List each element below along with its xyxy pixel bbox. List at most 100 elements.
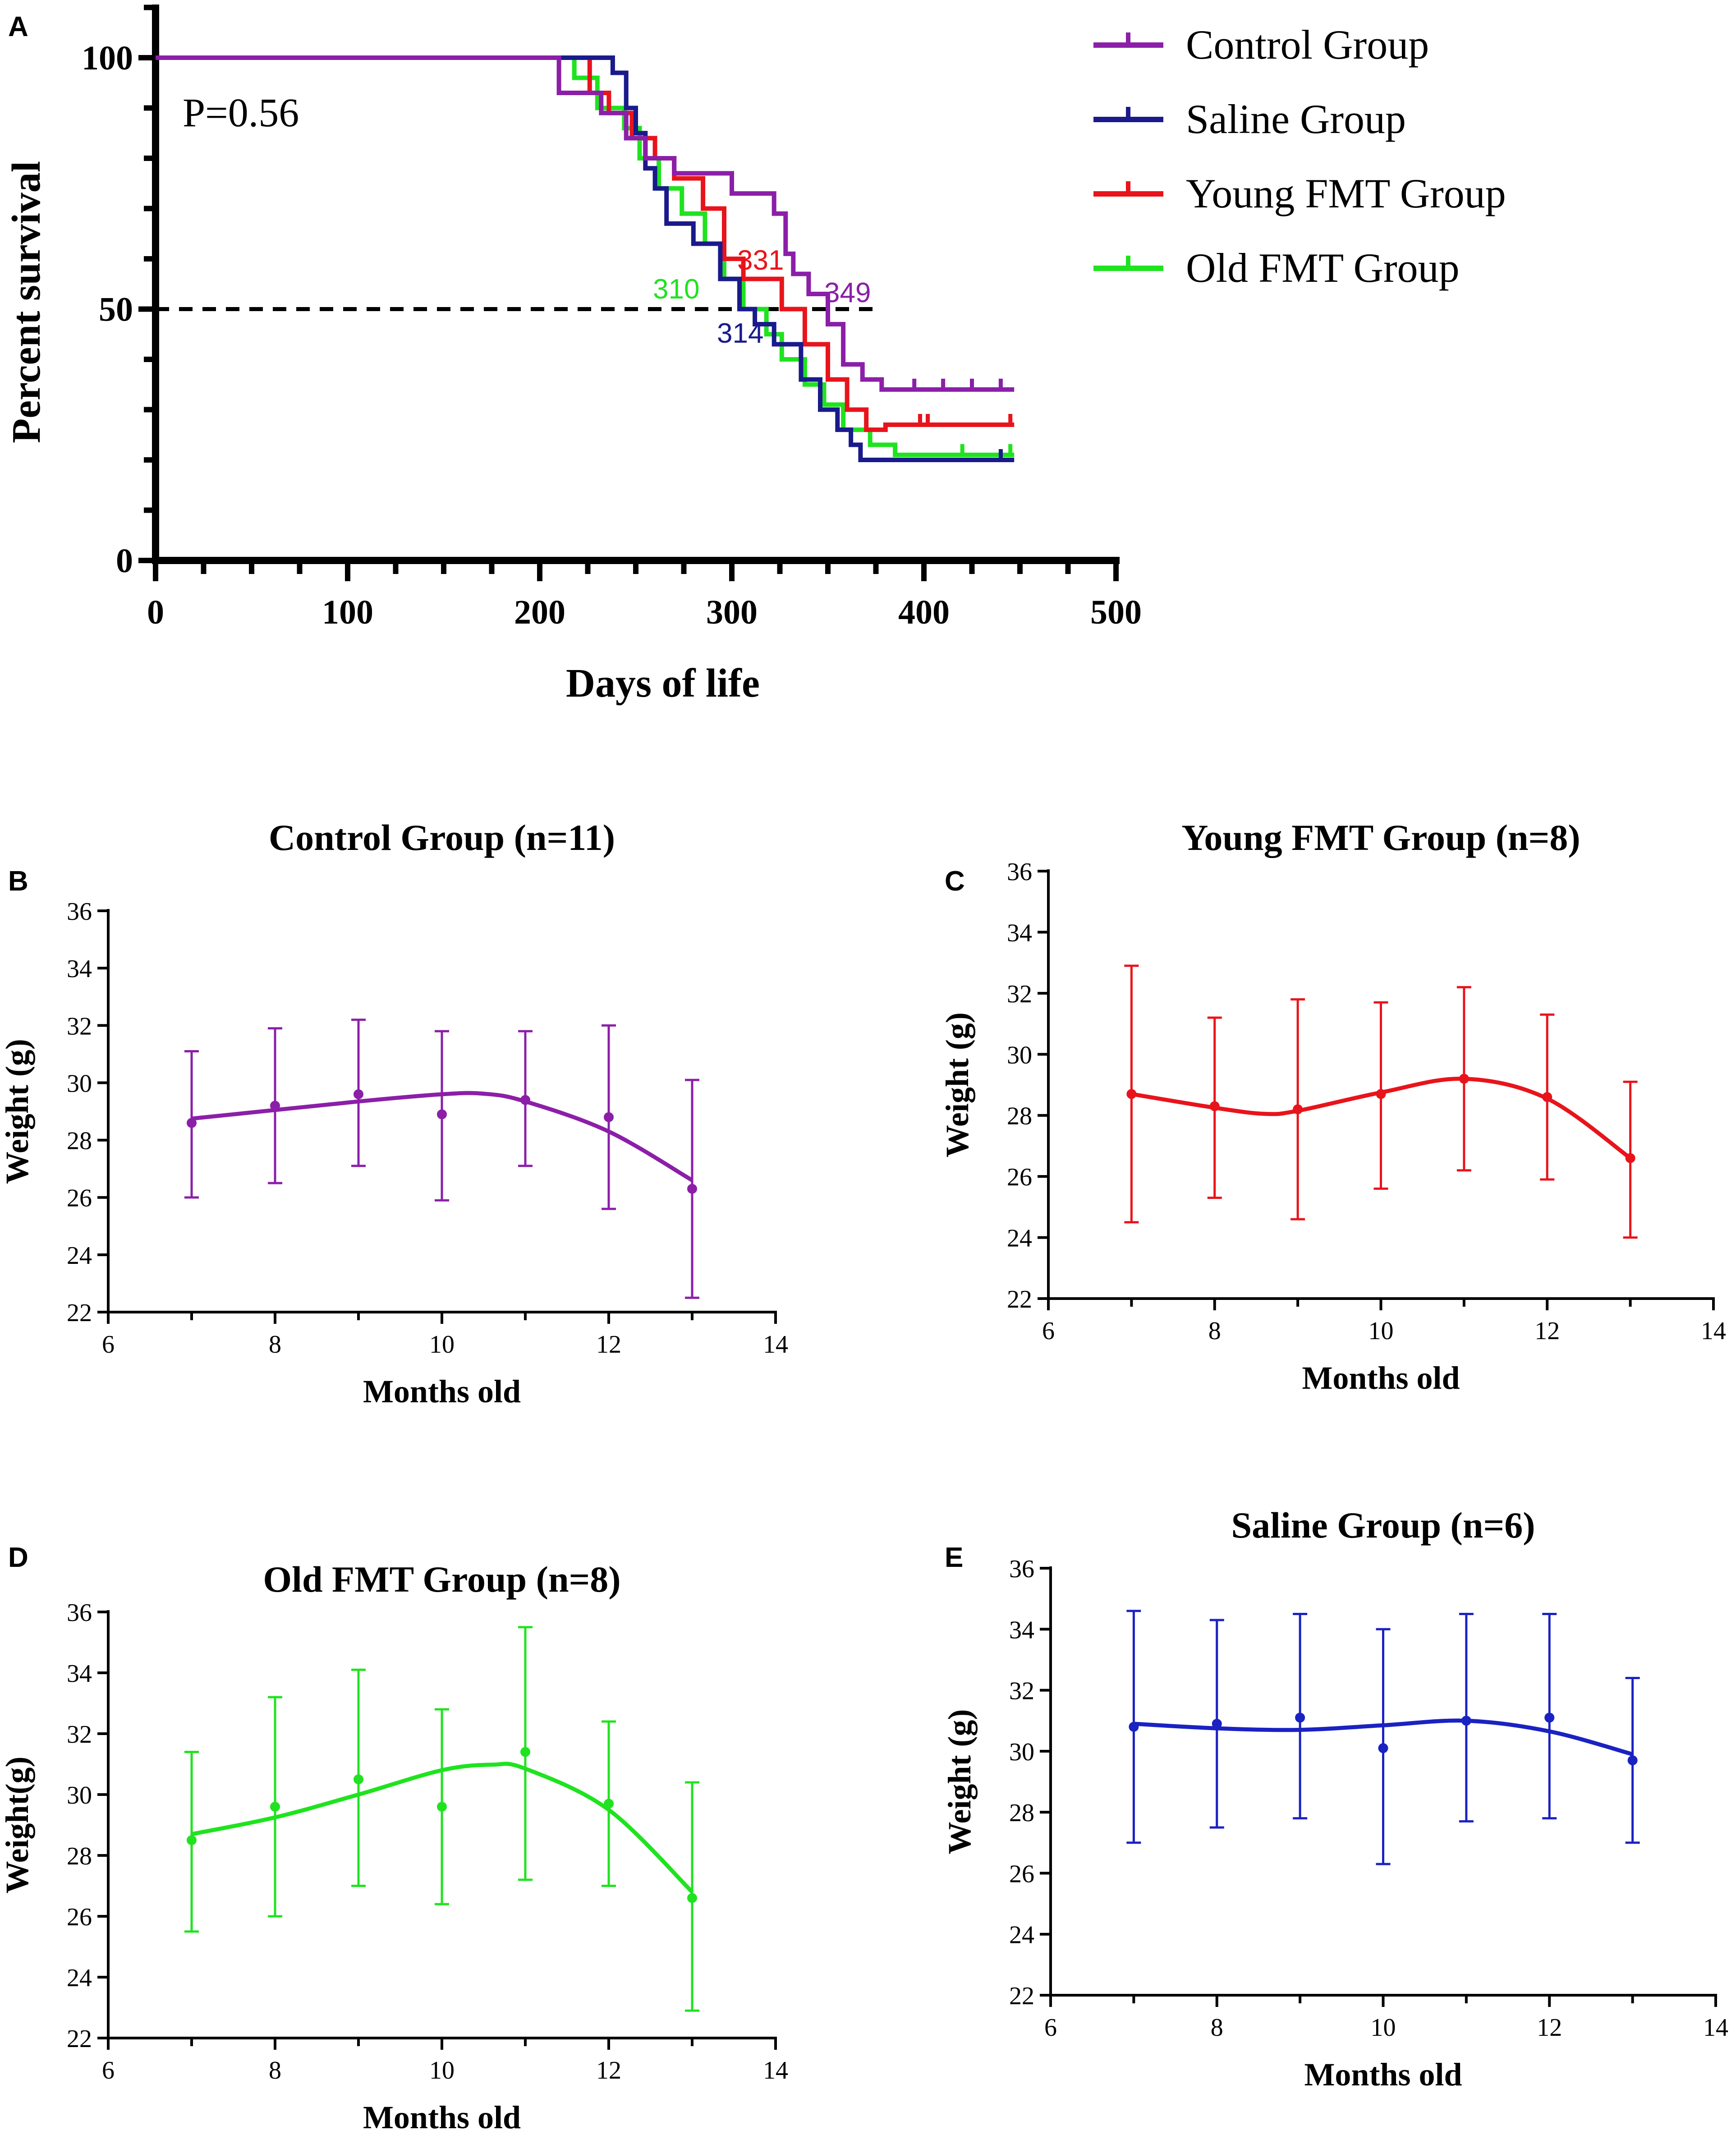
x-axis-label: Months old xyxy=(363,2099,521,2135)
x-tick-label: 6 xyxy=(1042,1317,1055,1345)
panel-letter-d: D xyxy=(8,1542,28,1573)
data-point xyxy=(1376,1089,1386,1099)
data-point xyxy=(1295,1712,1305,1723)
panel-title: Old FMT Group (n=8) xyxy=(263,1559,620,1600)
p-value-annotation: P=0.56 xyxy=(183,91,299,135)
y-tick-label: 34 xyxy=(1009,1616,1034,1644)
panel-title: Saline Group (n=6) xyxy=(1231,1505,1535,1546)
x-tick-label: 500 xyxy=(1090,593,1142,631)
trend-line xyxy=(191,1762,694,1894)
data-point xyxy=(1129,1722,1139,1732)
x-tick-label: 300 xyxy=(706,593,758,631)
y-tick-label: 32 xyxy=(67,1721,92,1749)
saline-group-median-label: 314 xyxy=(717,318,763,349)
panel-c: C Young FMT Group (n=8) 22 24 26 28 30 32 34 36 6 8… xyxy=(939,817,1726,1396)
y-tick-label: 50 xyxy=(99,291,133,329)
y-tick-label: 24 xyxy=(1009,1921,1034,1949)
y-tick-label: 24 xyxy=(67,1242,92,1270)
y-tick-label: 22 xyxy=(67,1299,92,1327)
saline-group-survival-line xyxy=(156,55,1015,462)
y-axis-label: Percent survival xyxy=(4,161,49,443)
y-tick-label: 36 xyxy=(1007,858,1032,886)
x-tick-label: 12 xyxy=(596,1331,621,1359)
data-point xyxy=(354,1774,363,1785)
control-group-survival-line xyxy=(156,55,1015,392)
data-point xyxy=(604,1799,614,1809)
old-fmt-group-median-label: 310 xyxy=(653,274,699,305)
x-tick-label: 14 xyxy=(1701,1317,1726,1345)
y-tick-label: 26 xyxy=(67,1184,92,1212)
y-tick-label: 36 xyxy=(67,1599,92,1627)
y-axis-label: Weight (g) xyxy=(939,1012,975,1157)
y-tick-label: 32 xyxy=(1009,1677,1034,1705)
x-axis-label: Months old xyxy=(1304,2057,1462,2093)
data-point xyxy=(1459,1074,1469,1084)
x-tick-label: 200 xyxy=(514,593,565,631)
young-fmt-group-median-label: 331 xyxy=(737,245,784,276)
y-tick-label: 28 xyxy=(1009,1799,1034,1827)
y-tick-label: 32 xyxy=(67,1012,92,1040)
x-tick-label: 8 xyxy=(269,1331,281,1359)
y-tick-label: 100 xyxy=(82,39,133,77)
y-axis-label: Weight(g) xyxy=(0,1757,35,1894)
x-tick-label: 10 xyxy=(429,1331,455,1359)
x-tick-label: 8 xyxy=(1211,2014,1223,2042)
x-axis-label: Months old xyxy=(1302,1360,1460,1396)
y-tick-label: 26 xyxy=(1007,1163,1032,1191)
young-fmt-group-legend-label: Young FMT Group xyxy=(1186,170,1506,216)
data-point xyxy=(187,1118,197,1128)
data-point xyxy=(604,1112,614,1122)
panel-letter-e: E xyxy=(945,1542,963,1573)
x-tick-label: 14 xyxy=(763,1331,788,1359)
y-tick-label: 0 xyxy=(116,542,133,580)
y-tick-label: 22 xyxy=(1007,1285,1032,1313)
y-tick-label: 30 xyxy=(1007,1041,1032,1069)
data-point xyxy=(520,1747,530,1757)
x-tick-label: 100 xyxy=(322,593,373,631)
x-axis-label: Months old xyxy=(363,1373,521,1409)
data-point xyxy=(1126,1089,1137,1099)
data-point xyxy=(270,1802,280,1812)
x-tick-label: 10 xyxy=(429,2057,455,2084)
x-tick-label: 12 xyxy=(1537,2014,1562,2042)
y-tick-label: 30 xyxy=(1009,1738,1034,1766)
y-axis-label: Weight (g) xyxy=(941,1709,978,1855)
legend: Control Group Saline Group Young FMT Group… xyxy=(1093,22,1506,291)
data-point xyxy=(1542,1092,1552,1102)
data-point xyxy=(1293,1104,1303,1115)
y-tick-label: 26 xyxy=(1009,1860,1034,1888)
x-tick-label: 12 xyxy=(1534,1317,1560,1345)
data-point xyxy=(187,1835,197,1846)
data-point xyxy=(1461,1716,1471,1726)
control-group-legend-label: Control Group xyxy=(1186,22,1429,68)
data-point xyxy=(687,1893,697,1903)
data-point xyxy=(1627,1755,1638,1766)
trend-line xyxy=(191,1091,693,1182)
y-tick-label: 28 xyxy=(67,1842,92,1870)
data-point xyxy=(1378,1743,1388,1754)
y-tick-label: 28 xyxy=(1007,1102,1032,1130)
data-point xyxy=(270,1101,280,1111)
data-point xyxy=(1625,1153,1635,1163)
y-tick-label: 26 xyxy=(67,1903,92,1931)
data-point xyxy=(354,1089,363,1099)
y-tick-label: 22 xyxy=(1009,1982,1034,2010)
panel-e: E Saline Group (n=6) 22 24 26 28 30 32 34 36 6 8 10 1… xyxy=(941,1505,1728,2093)
panel-title: Control Group (n=11) xyxy=(269,817,615,858)
y-tick-label: 34 xyxy=(1007,919,1032,947)
x-tick-label: 14 xyxy=(763,2057,788,2084)
y-tick-label: 30 xyxy=(67,1070,92,1097)
data-point xyxy=(520,1095,530,1105)
data-point xyxy=(687,1184,697,1194)
y-tick-label: 36 xyxy=(1009,1555,1034,1583)
x-tick-label: 6 xyxy=(102,1331,115,1359)
x-tick-label: 0 xyxy=(147,593,164,631)
y-tick-label: 22 xyxy=(67,2025,92,2053)
x-tick-label: 400 xyxy=(898,593,950,631)
x-tick-label: 10 xyxy=(1371,2014,1396,2042)
y-tick-label: 32 xyxy=(1007,980,1032,1008)
data-point xyxy=(437,1802,447,1812)
y-tick-label: 30 xyxy=(67,1781,92,1809)
x-tick-label: 8 xyxy=(1208,1317,1221,1345)
